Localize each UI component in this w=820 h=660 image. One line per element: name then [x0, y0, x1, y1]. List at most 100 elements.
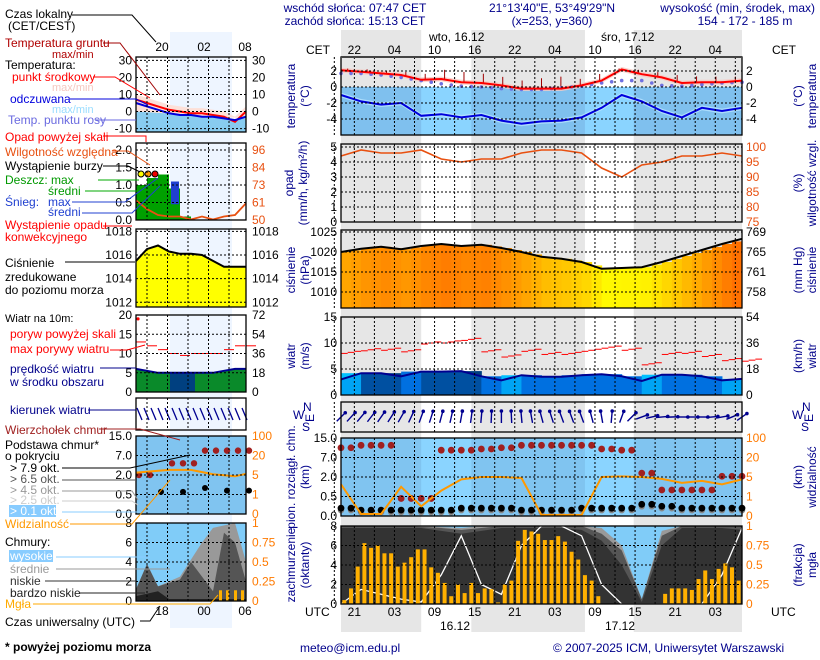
cloud-base-dot-79	[518, 506, 525, 514]
legend-wind-speed: prędkość wiatru	[10, 362, 94, 376]
humidity-tick: 100	[746, 140, 766, 154]
compass-n: N	[802, 400, 811, 414]
fog-bar	[429, 567, 434, 604]
wind-arrow-head	[499, 409, 504, 413]
visibility-axis-unit: (km)	[791, 465, 805, 489]
legend-temp-tick-right: 10	[252, 88, 266, 102]
wind-arrow-head	[509, 409, 513, 413]
wind-arrow	[665, 416, 678, 418]
cloud-base-dot-79	[718, 504, 726, 512]
humidity-tick: 95	[746, 155, 760, 169]
cloud-base-dot-79	[457, 504, 465, 512]
cloud-top-dot	[487, 445, 495, 453]
wind-arrow-head	[745, 411, 749, 416]
legend-leader-line	[70, 479, 171, 525]
dew-point-dot	[690, 83, 694, 88]
legend-frame	[135, 142, 247, 221]
legend-temp-tick: -10	[115, 122, 133, 136]
humidity-axis-unit: (%)	[791, 174, 805, 193]
wind-arrow	[655, 415, 668, 419]
temp-axis-title: temperatura	[284, 63, 298, 128]
wind-arrow-head	[372, 410, 377, 415]
cloud-top-dot	[528, 441, 535, 449]
wind-arrow	[356, 411, 366, 423]
cloud-top-dot	[467, 446, 475, 454]
humidity-tick: 75	[746, 215, 760, 229]
cloud-tick: 2	[330, 578, 337, 592]
cloud-base-dot-79	[437, 506, 445, 514]
legend-leader-line	[82, 185, 161, 214]
cloud-base-tick: 2.0	[320, 470, 337, 484]
fog-bar	[402, 562, 407, 604]
wind-arrow-head	[598, 409, 603, 413]
legend-rain-bar	[158, 174, 169, 220]
day1-label: wto, 16.12	[428, 30, 485, 44]
pressure-column	[571, 260, 583, 308]
legend-cloud-tick: 0	[125, 594, 132, 608]
dew-point-dot	[660, 83, 664, 88]
cloud-tick: 0	[330, 597, 337, 611]
compass-e: E	[303, 414, 317, 422]
legend-temp-tick: 20	[119, 70, 133, 84]
legend-leader-line	[110, 344, 146, 351]
pressure-column	[541, 256, 553, 308]
cloud-top-dot	[608, 445, 616, 453]
legend-pressure3: do poziomu morza	[5, 283, 104, 297]
cloud-top-dot	[558, 441, 565, 449]
legend-hum-tick: 84	[252, 161, 266, 175]
legend-local-time: Czas lokalny	[5, 7, 73, 21]
compass-w: W	[792, 408, 804, 422]
dew-point-dot	[609, 80, 614, 84]
utc-date: 16.12	[440, 619, 470, 633]
utc-tick: 21	[668, 605, 682, 619]
email-link[interactable]: meteo@icm.edu.pl	[300, 641, 400, 655]
pressure-column	[471, 245, 482, 308]
legend-storm: Wystąpienie burzy	[5, 159, 103, 173]
legend-cloud-base: Podstawa chmur*	[5, 438, 99, 452]
fog-bar	[395, 566, 400, 604]
temp-tick: -4	[326, 112, 337, 126]
panel-frame	[340, 401, 743, 433]
pressure-column	[431, 245, 442, 308]
legend-gust-over-dot	[136, 317, 140, 321]
wind-speed-column	[621, 376, 643, 395]
wind-arrow-head	[588, 409, 592, 414]
legend-verylow-area	[136, 591, 246, 601]
dew-point-dot	[349, 71, 353, 76]
fog-tick: 0.5	[746, 558, 763, 572]
humidity-axis-title: wilgotność wzgl.	[805, 140, 819, 228]
wind-arrow	[520, 410, 523, 424]
wind-arrow	[705, 415, 718, 419]
legend-okt01-bg	[9, 505, 56, 517]
visibility-tick: 0	[746, 509, 753, 523]
pressure-column	[401, 249, 412, 308]
legend-feels-area	[136, 103, 246, 132]
cet-label-left: CET	[306, 43, 331, 57]
wind-arrow-head	[421, 409, 426, 414]
pressure-column	[341, 252, 352, 308]
cloud-base-dot-79	[397, 506, 405, 514]
utc-tick: 15	[468, 605, 482, 619]
wind-arrow	[387, 411, 395, 423]
legend-convective2: konwekcyjnego	[5, 230, 87, 244]
wind-tick: 0	[330, 388, 337, 402]
fog-bar	[469, 582, 474, 604]
wind-speed-column	[561, 375, 583, 395]
cloud-top-dot	[708, 486, 716, 494]
pressure-column	[381, 246, 392, 308]
compass-w: W	[293, 408, 305, 422]
cloud-base-dot-79	[648, 500, 656, 508]
wind-speed-column	[421, 371, 442, 395]
pressure-column	[601, 268, 613, 308]
panel-frame	[340, 525, 743, 605]
wind-arrow-head	[726, 414, 730, 418]
fog-tick: 0.25	[746, 578, 770, 592]
dew-point-dot	[389, 74, 393, 78]
utc-label-left: UTC	[305, 605, 330, 619]
wind-arrow-head	[402, 410, 406, 414]
pressure-column	[361, 248, 372, 308]
legend-fog-tick: 0.75	[252, 536, 276, 550]
fog-bar	[562, 541, 567, 604]
cloud-base-dot-79	[387, 506, 395, 514]
